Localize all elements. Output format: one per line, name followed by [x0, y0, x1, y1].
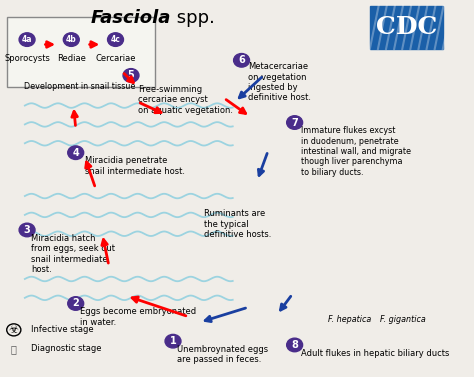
Text: Cercariae: Cercariae	[95, 54, 136, 63]
Circle shape	[165, 334, 181, 348]
Text: 7: 7	[291, 118, 298, 127]
Circle shape	[64, 33, 79, 46]
Text: Eggs become embryonated
in water.: Eggs become embryonated in water.	[80, 307, 196, 326]
Text: 4a: 4a	[22, 35, 32, 44]
Circle shape	[123, 69, 139, 82]
Text: Development in snail tissue: Development in snail tissue	[25, 82, 136, 91]
Text: ☣: ☣	[9, 325, 19, 335]
Text: Infective stage: Infective stage	[31, 325, 94, 334]
Text: Miracidia hatch
from eggs, seek out
snail intermediate
host.: Miracidia hatch from eggs, seek out snai…	[31, 234, 116, 274]
Text: CDC: CDC	[376, 15, 437, 39]
Bar	[7, 17, 155, 87]
Text: 1: 1	[170, 336, 176, 346]
Text: Unembroynated eggs
are passed in feces.: Unembroynated eggs are passed in feces.	[177, 345, 269, 364]
Circle shape	[108, 33, 123, 46]
Text: 6: 6	[238, 55, 245, 65]
Text: Miracidia penetrate
snail intermediate host.: Miracidia penetrate snail intermediate h…	[84, 156, 184, 176]
Text: 5: 5	[128, 70, 134, 80]
Text: 3: 3	[24, 225, 30, 235]
Text: F. hepatica: F. hepatica	[328, 315, 372, 324]
Circle shape	[287, 116, 302, 129]
Circle shape	[287, 338, 302, 352]
Text: Ruminants are
the typical
definitive hosts.: Ruminants are the typical definitive hos…	[204, 209, 271, 239]
Text: 4c: 4c	[110, 35, 120, 44]
Text: Metacercariae
on vegetation
ingested by
definitive host.: Metacercariae on vegetation ingested by …	[248, 62, 311, 103]
Text: F. gigantica: F. gigantica	[380, 315, 426, 324]
Text: Sporocysts: Sporocysts	[4, 54, 50, 63]
Text: Rediae: Rediae	[57, 54, 86, 63]
Text: Free-swimming
cercariae encyst
on aquatic vegetation.: Free-swimming cercariae encyst on aquati…	[137, 85, 233, 115]
Bar	[370, 6, 443, 49]
Text: 4: 4	[73, 148, 79, 158]
Text: Immature flukes excyst
in duodenum, penetrate
intestinal wall, and migrate
thoug: Immature flukes excyst in duodenum, pene…	[301, 126, 411, 177]
Circle shape	[68, 146, 84, 159]
Circle shape	[234, 54, 249, 67]
Text: Diagnostic stage: Diagnostic stage	[31, 344, 102, 353]
Text: spp.: spp.	[171, 9, 215, 28]
Circle shape	[19, 223, 35, 237]
Text: 🐚: 🐚	[11, 344, 17, 354]
Circle shape	[19, 33, 35, 46]
Text: 4b: 4b	[66, 35, 77, 44]
Text: Fasciola: Fasciola	[91, 9, 171, 28]
Text: 2: 2	[73, 299, 79, 308]
Text: 8: 8	[291, 340, 298, 350]
Circle shape	[68, 297, 84, 310]
Text: Adult flukes in hepatic biliary ducts: Adult flukes in hepatic biliary ducts	[301, 349, 450, 358]
